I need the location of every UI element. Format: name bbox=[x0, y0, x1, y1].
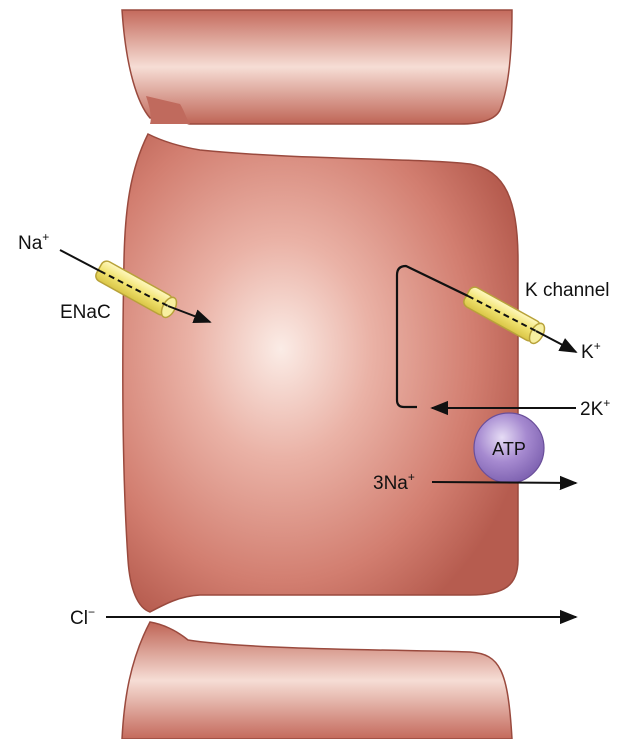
k-ion-label: K+ bbox=[581, 339, 601, 363]
na-ion-label: Na+ bbox=[18, 230, 49, 254]
na-arrow-solid-in bbox=[59, 249, 101, 272]
na-arrow-dashed bbox=[99, 270, 169, 307]
k-arrow-dashed bbox=[467, 295, 537, 332]
enac-label: ENaC bbox=[60, 302, 111, 323]
three-na-label: 3Na+ bbox=[373, 470, 415, 494]
k-arrow-out bbox=[535, 330, 578, 353]
three-na-arrow-out bbox=[431, 475, 578, 491]
atp-label: ATP bbox=[492, 439, 526, 459]
two-k-label: 2K+ bbox=[580, 396, 610, 420]
k-recycle-loop bbox=[395, 264, 469, 409]
na-arrow-into-cell bbox=[167, 305, 212, 323]
bottom-neighbor-cell bbox=[121, 621, 513, 739]
top-neighbor-cell bbox=[121, 9, 513, 125]
cl-ion-label: Cl− bbox=[70, 605, 95, 629]
k-channel-label: K channel bbox=[525, 280, 610, 301]
atp-pump: ATP bbox=[473, 412, 545, 484]
main-epithelial-cell bbox=[122, 132, 519, 613]
